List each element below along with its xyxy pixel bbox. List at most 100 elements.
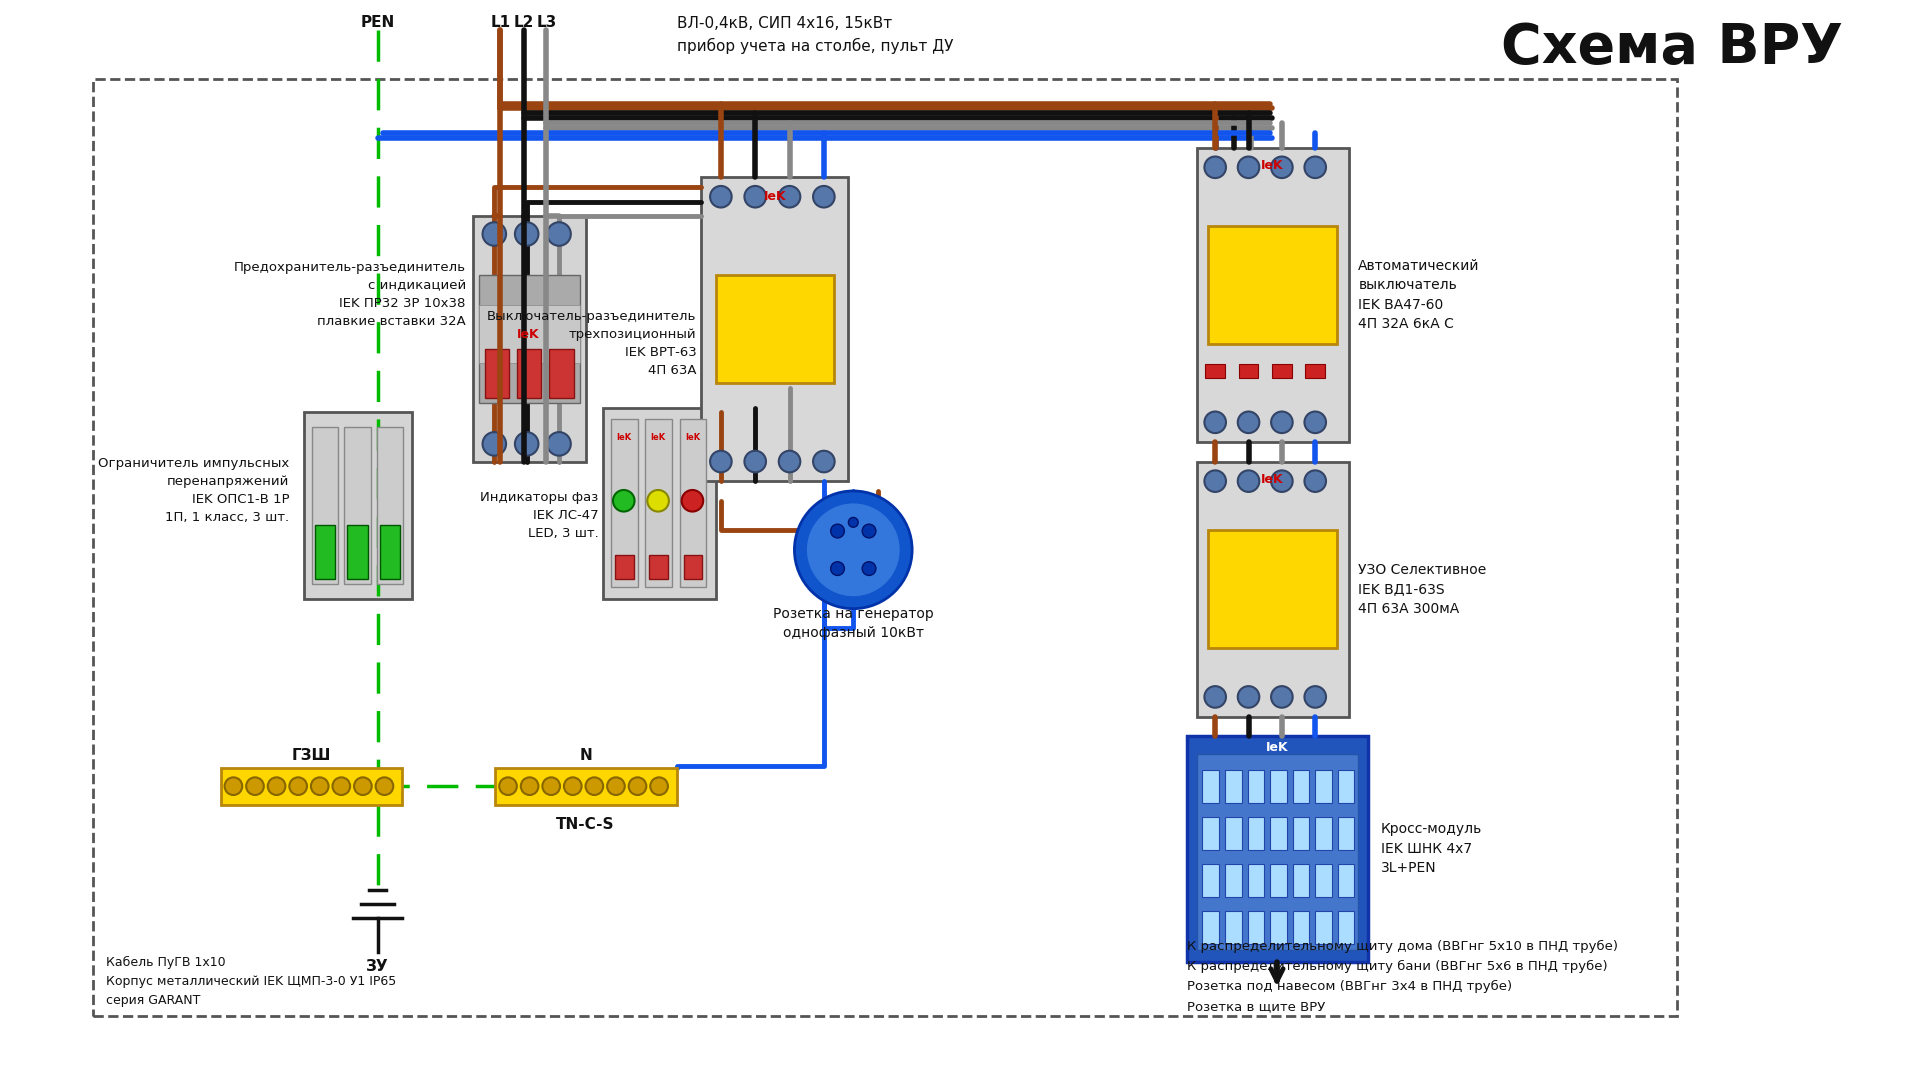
Text: TN-C-S: TN-C-S <box>557 816 614 832</box>
Bar <box>1225 910 1242 944</box>
Text: IeK: IeK <box>516 327 540 340</box>
Bar <box>484 349 509 397</box>
Circle shape <box>1204 411 1227 433</box>
Text: IeK: IeK <box>685 432 701 442</box>
Circle shape <box>1304 686 1327 707</box>
Circle shape <box>780 186 801 207</box>
Text: Выключатель-разъединитель
трехпозиционный
IEK ВРТ-63
4П 63А: Выключатель-разъединитель трехпозиционны… <box>488 310 697 377</box>
Bar <box>1238 364 1258 378</box>
Bar <box>1202 864 1219 897</box>
Circle shape <box>586 778 603 795</box>
Bar <box>1248 770 1263 802</box>
Text: Кабель ПуГВ 1х10
Корпус металлический IEK ЩМП-3-0 У1 IP65
серия GARANT: Кабель ПуГВ 1х10 Корпус металлический IE… <box>106 956 396 1007</box>
Text: IeK: IeK <box>1261 159 1283 172</box>
Circle shape <box>812 450 835 472</box>
Circle shape <box>1271 157 1292 178</box>
Circle shape <box>710 186 732 207</box>
Bar <box>1292 864 1309 897</box>
Circle shape <box>482 222 507 246</box>
Text: ВЛ-0,4кВ, СИП 4х16, 15кВт
прибор учета на столбе, пульт ДУ: ВЛ-0,4кВ, СИП 4х16, 15кВт прибор учета н… <box>676 16 952 54</box>
Circle shape <box>651 778 668 795</box>
Circle shape <box>647 490 668 512</box>
Circle shape <box>1304 471 1327 492</box>
Circle shape <box>1238 411 1260 433</box>
Circle shape <box>311 778 328 795</box>
Bar <box>1338 816 1354 850</box>
Bar <box>303 413 413 598</box>
Bar <box>1338 910 1354 944</box>
Circle shape <box>831 562 845 576</box>
Bar <box>221 768 401 805</box>
Circle shape <box>1238 686 1260 707</box>
Bar <box>1187 737 1369 961</box>
Bar <box>1315 910 1332 944</box>
Bar <box>1271 864 1286 897</box>
Circle shape <box>795 491 912 609</box>
Bar <box>1292 910 1309 944</box>
Circle shape <box>1271 411 1292 433</box>
Text: Кросс-модуль
IEK ШНК 4х7
3L+PEN: Кросс-модуль IEK ШНК 4х7 3L+PEN <box>1380 823 1482 876</box>
Text: Предохранитель-разъединитель
с индикацией
IEK ПР32 3Р 10х38
плавкие вставки 32А: Предохранитель-разъединитель с индикацие… <box>234 261 467 328</box>
Text: L2: L2 <box>513 15 534 29</box>
Circle shape <box>831 524 845 538</box>
Circle shape <box>1271 471 1292 492</box>
Bar <box>1306 364 1325 378</box>
Bar <box>94 79 1678 1015</box>
Text: PEN: PEN <box>361 15 396 29</box>
Bar <box>478 305 580 364</box>
Bar <box>1208 530 1336 648</box>
Bar <box>380 525 399 579</box>
Circle shape <box>482 432 507 456</box>
Bar <box>611 419 637 588</box>
Circle shape <box>541 778 561 795</box>
Circle shape <box>612 490 636 512</box>
Circle shape <box>849 517 858 527</box>
Bar <box>1225 816 1242 850</box>
Text: К распределительному щиту дома (ВВГнг 5х10 в ПНД трубе)
К распределительному щит: К распределительному щиту дома (ВВГнг 5х… <box>1187 940 1619 1013</box>
Circle shape <box>1204 471 1227 492</box>
Circle shape <box>547 222 570 246</box>
Circle shape <box>267 778 286 795</box>
Bar <box>1208 226 1336 343</box>
Bar <box>344 428 371 584</box>
Bar <box>1225 770 1242 802</box>
Bar <box>649 555 668 579</box>
Bar <box>315 525 336 579</box>
Bar <box>1271 816 1286 850</box>
Text: ЗУ: ЗУ <box>367 959 390 974</box>
Bar <box>311 428 338 584</box>
Circle shape <box>1204 157 1227 178</box>
Bar <box>614 555 634 579</box>
Bar <box>603 407 716 598</box>
Bar <box>1202 816 1219 850</box>
Circle shape <box>1304 157 1327 178</box>
Circle shape <box>780 450 801 472</box>
Text: Схема ВРУ: Схема ВРУ <box>1501 21 1843 75</box>
Circle shape <box>1204 686 1227 707</box>
Bar <box>549 349 574 397</box>
Circle shape <box>745 186 766 207</box>
Bar <box>1292 816 1309 850</box>
Circle shape <box>515 222 538 246</box>
Text: ГЗШ: ГЗШ <box>292 748 330 764</box>
Circle shape <box>246 778 263 795</box>
Bar <box>1292 770 1309 802</box>
Bar <box>1338 770 1354 802</box>
Bar <box>1225 864 1242 897</box>
Circle shape <box>745 450 766 472</box>
Circle shape <box>628 778 647 795</box>
Bar <box>472 216 586 461</box>
Text: L1: L1 <box>490 15 511 29</box>
Bar <box>1196 148 1348 442</box>
Bar <box>645 419 672 588</box>
Circle shape <box>862 562 876 576</box>
Text: IeK: IeK <box>1265 742 1288 755</box>
Circle shape <box>1271 686 1292 707</box>
Circle shape <box>332 778 349 795</box>
Bar <box>1248 864 1263 897</box>
Circle shape <box>710 450 732 472</box>
Circle shape <box>547 432 570 456</box>
Text: УЗО Селективное
IEK ВД1-63S
4П 63А 300мА: УЗО Селективное IEK ВД1-63S 4П 63А 300мА <box>1357 563 1486 616</box>
Circle shape <box>806 502 900 597</box>
Circle shape <box>564 778 582 795</box>
